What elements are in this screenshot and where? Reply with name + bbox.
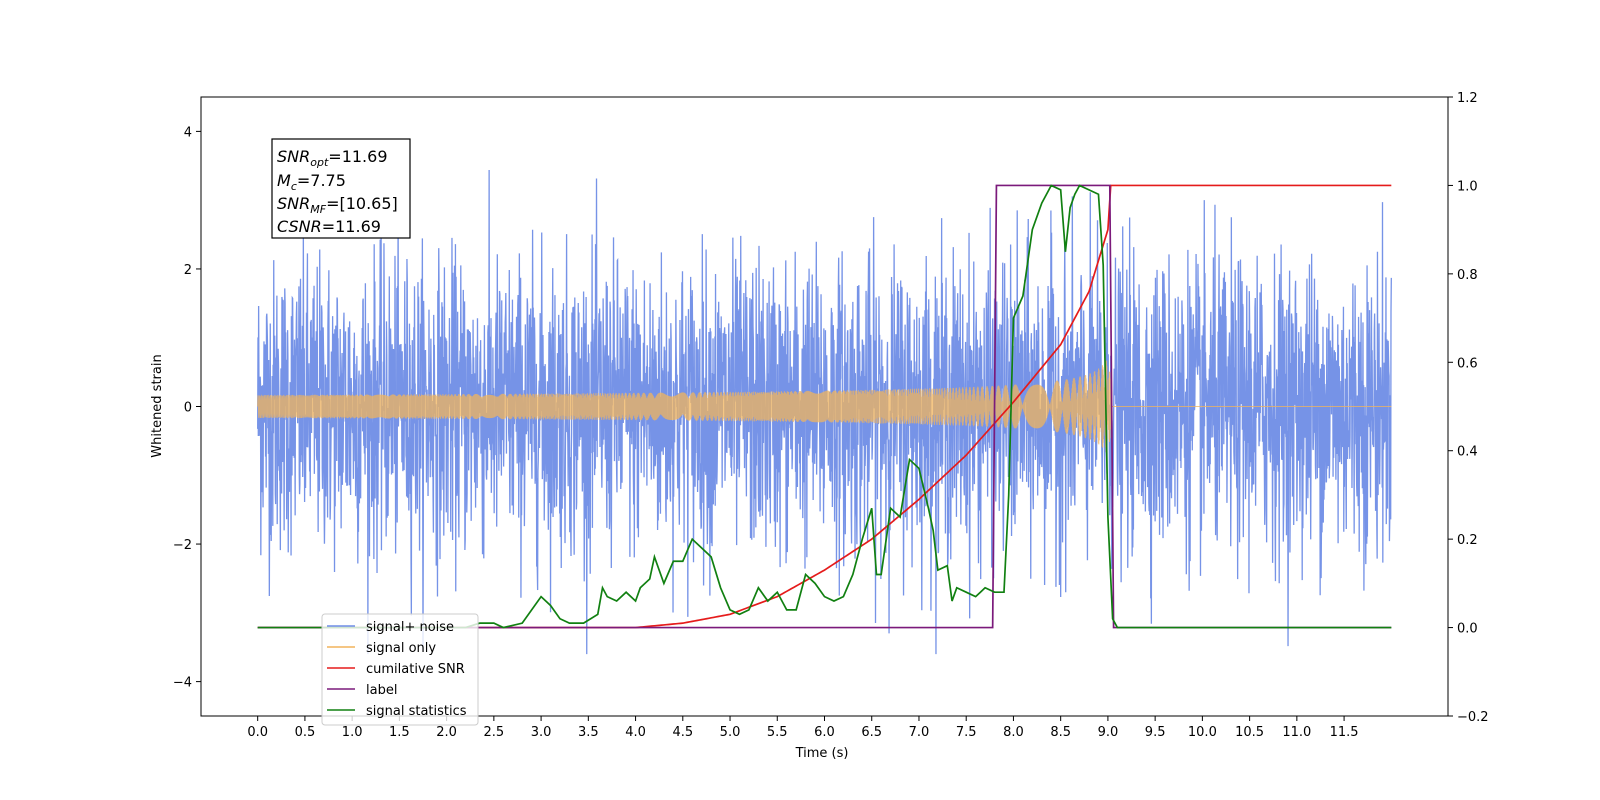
y-right-tick-label: 0.8 bbox=[1457, 268, 1478, 283]
annotation-box: SNRopt=11.69 Mc=7.75 SNRMF=[10.65] CSNR=… bbox=[271, 138, 411, 239]
x-tick-label: 6.0 bbox=[814, 725, 835, 740]
y-tick-label: 4 bbox=[184, 125, 192, 140]
annotation-line-mc: Mc=7.75 bbox=[277, 171, 346, 193]
x-tick-label: 11.0 bbox=[1282, 725, 1311, 740]
legend-label-signal-statistics: signal statistics bbox=[366, 704, 467, 719]
x-tick-label: 5.0 bbox=[720, 725, 741, 740]
y-axis-right: 1.2 1.0 0.8 0.6 0.4 0.2 0.0 −0.2 bbox=[1448, 91, 1489, 725]
annotation-line-csnr: CSNR=11.69 bbox=[277, 217, 381, 236]
signal-only-series bbox=[257, 360, 1392, 453]
x-tick-label: 8.5 bbox=[1050, 725, 1071, 740]
right-axis-series bbox=[257, 184, 1392, 629]
y-tick-label: −2 bbox=[173, 538, 192, 553]
x-axis: 0.0 0.5 1.0 1.5 2.0 2.5 3.0 3.5 4.0 4.5 5.0 5.5 6.0 6… bbox=[247, 716, 1359, 740]
x-tick-label: 11.5 bbox=[1330, 725, 1359, 740]
x-tick-label: 9.5 bbox=[1145, 725, 1166, 740]
x-tick-label: 1.0 bbox=[342, 725, 363, 740]
x-tick-label: 6.5 bbox=[861, 725, 882, 740]
y-right-tick-label: 1.0 bbox=[1457, 179, 1478, 194]
x-tick-label: 3.0 bbox=[531, 725, 552, 740]
legend-label-signal-only: signal only bbox=[366, 641, 436, 656]
signal-statistics-line bbox=[257, 184, 1392, 629]
y-right-tick-label: 0.0 bbox=[1457, 622, 1478, 637]
x-tick-label: 4.5 bbox=[672, 725, 693, 740]
legend-frame bbox=[321, 613, 479, 726]
y-right-tick-label: 0.2 bbox=[1457, 533, 1478, 548]
annotation-line-snr-mf: SNRMF=[10.65] bbox=[277, 194, 398, 216]
x-tick-label: 3.5 bbox=[578, 725, 599, 740]
x-tick-label: 5.5 bbox=[767, 725, 788, 740]
y-right-tick-label: 0.6 bbox=[1457, 356, 1478, 371]
x-tick-label: 8.0 bbox=[1003, 725, 1024, 740]
legend-label-cumulative-snr: cumilative SNR bbox=[366, 662, 465, 677]
y-axis-label: Whitened strain bbox=[150, 354, 165, 457]
x-tick-label: 0.0 bbox=[247, 725, 268, 740]
x-tick-label: 2.5 bbox=[484, 725, 505, 740]
annotation-frame bbox=[271, 138, 411, 239]
plot-area bbox=[257, 169, 1392, 655]
legend-label-signal-noise: signal+ noise bbox=[366, 620, 454, 635]
y-tick-label: 2 bbox=[184, 263, 192, 278]
signal-only-line bbox=[257, 360, 1392, 453]
y-right-tick-label: 1.2 bbox=[1457, 91, 1478, 106]
legend: signal+ noise signal only cumilative SNR… bbox=[321, 613, 479, 726]
x-tick-label: 10.0 bbox=[1188, 725, 1217, 740]
signal-noise-line bbox=[257, 169, 1392, 655]
y-tick-label: −4 bbox=[173, 676, 192, 691]
x-tick-label: 10.5 bbox=[1235, 725, 1264, 740]
y-tick-label: 0 bbox=[184, 401, 192, 416]
x-tick-label: 4.0 bbox=[625, 725, 646, 740]
y-right-tick-label: 0.4 bbox=[1457, 445, 1478, 460]
annotation-line-snr-opt: SNRopt=11.69 bbox=[277, 147, 388, 169]
x-axis-label: Time (s) bbox=[795, 746, 849, 761]
y-right-tick-label: −0.2 bbox=[1457, 710, 1489, 725]
x-tick-label: 2.0 bbox=[436, 725, 457, 740]
y-axis-left: 4 2 0 −2 −4 bbox=[173, 125, 201, 691]
x-tick-label: 7.5 bbox=[956, 725, 977, 740]
signal-noise-series bbox=[257, 169, 1392, 655]
x-tick-label: 7.0 bbox=[909, 725, 930, 740]
legend-label-label: label bbox=[366, 683, 397, 698]
x-tick-label: 9.0 bbox=[1098, 725, 1119, 740]
x-tick-label: 0.5 bbox=[295, 725, 316, 740]
x-tick-label: 1.5 bbox=[389, 725, 410, 740]
